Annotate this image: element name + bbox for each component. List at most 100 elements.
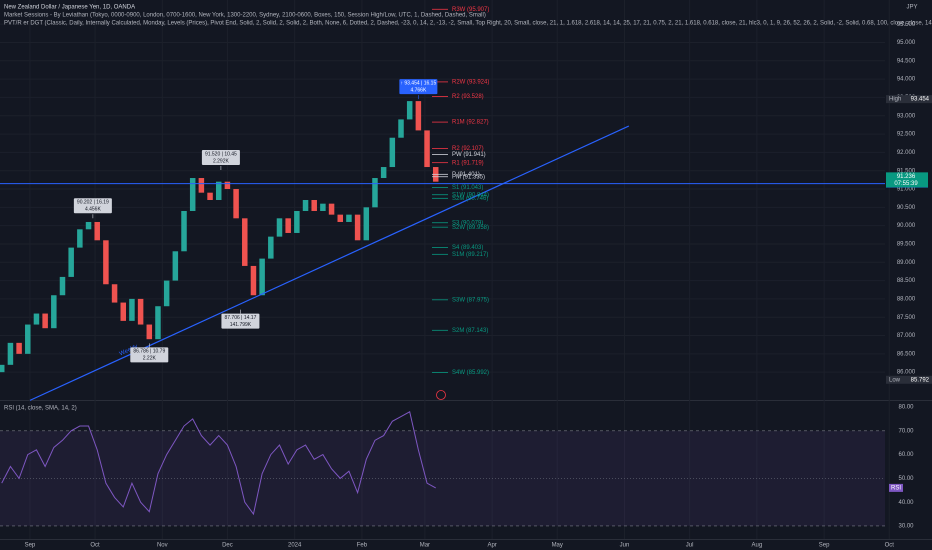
candle-body	[189, 178, 196, 211]
candle-body	[155, 306, 161, 340]
candle-body	[398, 119, 404, 138]
callout-text: 91.520 | 10.45	[205, 151, 237, 157]
y-tick-label: 89.500	[897, 242, 916, 248]
pivot-label: R2 (92.107)	[452, 146, 484, 152]
low-badge	[886, 375, 932, 384]
candle-body	[129, 298, 135, 321]
y-tick-label: 88.000	[897, 296, 916, 302]
event-icon[interactable]	[436, 390, 446, 400]
callout-box	[130, 347, 169, 363]
callout-text: ↑ 93.454 | 16.15	[400, 80, 436, 86]
last-price-time: 07:55:39	[894, 181, 918, 187]
candle-body	[389, 137, 396, 168]
candle-body	[259, 258, 265, 296]
pivot-label: R2 (93.528)	[452, 94, 484, 100]
pivot-label: R1 (91.719)	[452, 160, 484, 166]
x-tick-label: Sep	[819, 543, 830, 549]
pivot-label: S3 (90.079)	[452, 220, 483, 226]
callout-text: 90.202 | 16.19	[77, 200, 109, 206]
y-tick-label: 90.000	[897, 223, 916, 229]
candle-body	[7, 342, 14, 365]
y-tick-label: 86.000	[897, 370, 916, 376]
candle-body	[103, 240, 109, 285]
x-tick-label: Oct	[885, 543, 895, 549]
candle-body	[111, 284, 118, 303]
candle-body	[42, 313, 48, 329]
candle-body	[25, 324, 31, 354]
candle-body	[207, 192, 213, 200]
callout-text: 141.799K	[230, 322, 252, 328]
y-tick-label: 94.000	[897, 77, 916, 83]
callout-box	[73, 198, 112, 214]
callout-text: 4.456K	[85, 207, 102, 213]
candle-body	[294, 210, 300, 233]
candle-body	[172, 251, 179, 281]
candle-body	[120, 302, 127, 321]
callout-text: 87.706 | 14.17	[224, 315, 256, 321]
candle-body	[224, 181, 231, 190]
y-tick-label: 90.500	[897, 205, 916, 211]
rsi-badge	[889, 483, 903, 492]
trendline	[29, 125, 630, 401]
candle-body	[380, 167, 387, 179]
candle-body	[242, 218, 248, 266]
currency: JPY	[906, 5, 917, 11]
candle-body	[354, 214, 361, 241]
y-tick-label: 91.500	[897, 168, 916, 174]
y-tick-label: 88.500	[897, 278, 916, 284]
pivot-label: R2W (93.924)	[452, 79, 489, 85]
pivot-label: S1W (90.844)	[452, 192, 489, 198]
candle-body	[320, 203, 326, 211]
candle-body	[276, 218, 283, 237]
rsi-tick-label: 40.00	[898, 500, 914, 506]
indicator-legend: Market Sessions - By Leviathan (Tokyo, 0…	[4, 13, 486, 19]
candle-body	[406, 101, 413, 120]
overlay: New Zealand Dollar / Japanese Yen, 1D, O…	[4, 5, 932, 549]
y-tick-label: 94.500	[897, 58, 916, 64]
candle-body	[337, 214, 344, 222]
high-value: 93.454	[911, 97, 930, 103]
rsi-tick-label: 50.00	[898, 476, 914, 482]
candle-body	[328, 203, 335, 215]
candle-body	[363, 207, 370, 241]
x-tick-label: 2024	[288, 543, 302, 549]
y-tick-label: 93.000	[897, 113, 916, 119]
candle-body	[198, 178, 205, 193]
candle-body	[77, 229, 83, 248]
candle-body	[415, 101, 422, 131]
callout-text: 2.22K	[143, 356, 157, 362]
y-tick-label: 91.000	[897, 187, 916, 193]
candle-body	[285, 218, 291, 233]
low-value: 85.792	[911, 377, 930, 383]
candle-body	[181, 210, 187, 252]
rsi-tick-label: 80.00	[898, 405, 914, 411]
candle-body	[94, 221, 100, 241]
x-tick-label: Aug	[752, 543, 763, 549]
candle-body	[85, 221, 92, 230]
callout-text: 2.292K	[213, 158, 230, 164]
x-tick-label: Apr	[487, 543, 496, 549]
y-tick-label: 95.500	[897, 22, 916, 28]
y-tick-label: 95.000	[897, 40, 916, 46]
low-name: Low	[889, 377, 901, 383]
y-tick-label: 86.500	[897, 351, 916, 357]
pivot-label: R3W (95.907)	[452, 7, 489, 13]
candle-body	[59, 276, 66, 296]
grid	[0, 0, 889, 539]
pivot-label: S4 (89.403)	[452, 245, 483, 251]
pivot-label: PM (91.335)	[452, 174, 485, 180]
rsi-line	[1, 411, 436, 516]
callout-box	[221, 313, 260, 329]
callout-box	[201, 149, 240, 165]
candle-body	[0, 364, 5, 373]
candle-body	[33, 313, 40, 325]
candle-body	[302, 200, 309, 211]
x-tick-label: Oct	[90, 543, 100, 549]
pivot-label: R1M (92.827)	[452, 120, 489, 126]
candle-body	[163, 280, 170, 307]
x-tick-label: Feb	[357, 543, 368, 549]
pivot-label: S1M (89.217)	[452, 252, 488, 258]
last-price-text: 91.236	[897, 174, 916, 180]
